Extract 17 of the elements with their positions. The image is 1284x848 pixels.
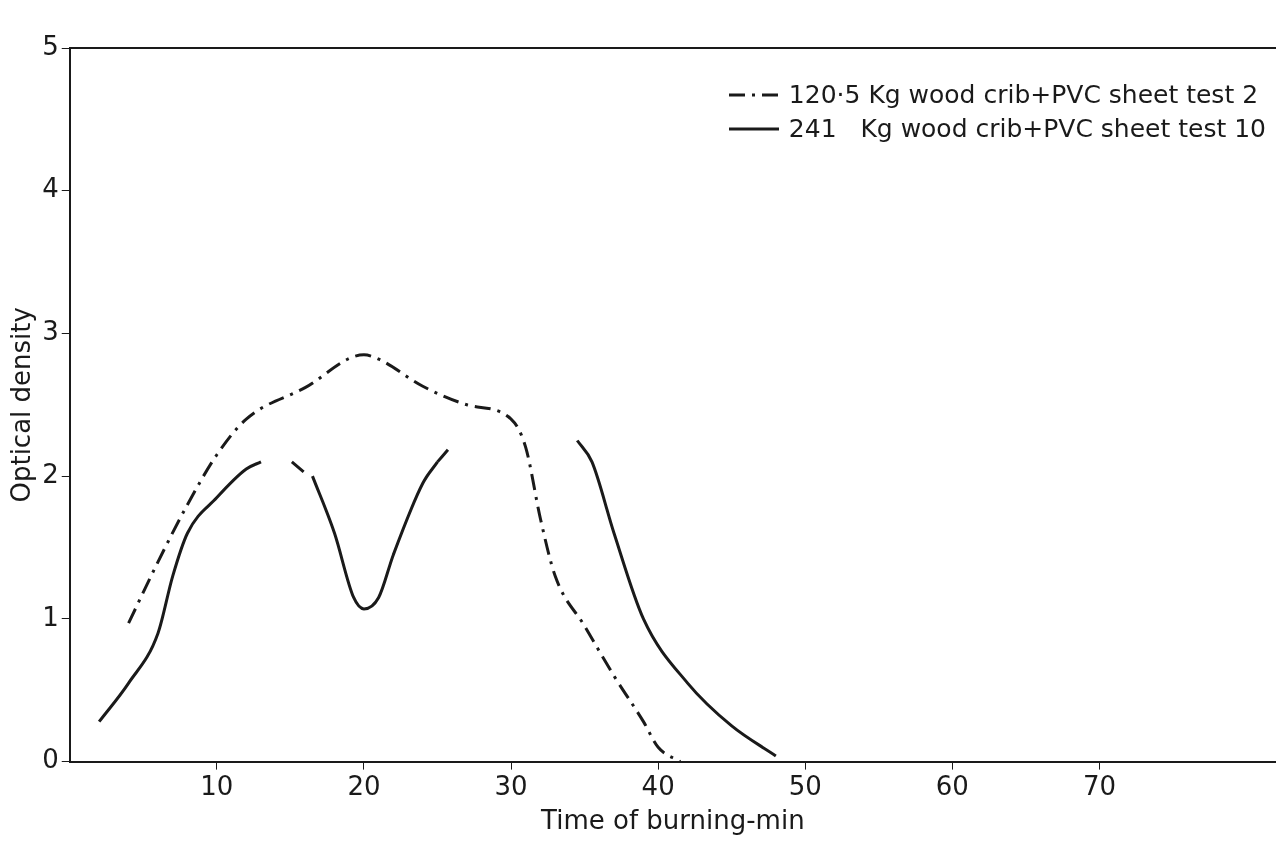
x-tick-label: 30: [494, 770, 528, 801]
legend-label: 241 Kg wood crib+PVC sheet test 10: [788, 113, 1266, 145]
legend-label: 120·5 Kg wood crib+PVC sheet test 2: [788, 79, 1259, 111]
y-tick-label: 2: [42, 458, 59, 489]
x-tick-label: 50: [788, 770, 822, 801]
y-tick-label: 4: [42, 173, 59, 204]
y-tick-label: 0: [42, 744, 59, 775]
x-tick-label: 20: [347, 770, 381, 801]
y-tick-label: 5: [42, 30, 59, 61]
x-tick-label: 60: [935, 770, 969, 801]
y-tick-label: 1: [42, 601, 59, 632]
x-axis-title: Time of burning-min: [540, 805, 805, 836]
x-tick-label: 40: [641, 770, 675, 801]
y-axis-title: Optical density: [6, 307, 37, 503]
x-tick-label: 10: [200, 770, 234, 801]
x-tick-label: 70: [1082, 770, 1117, 801]
y-tick-label: 3: [42, 316, 59, 347]
